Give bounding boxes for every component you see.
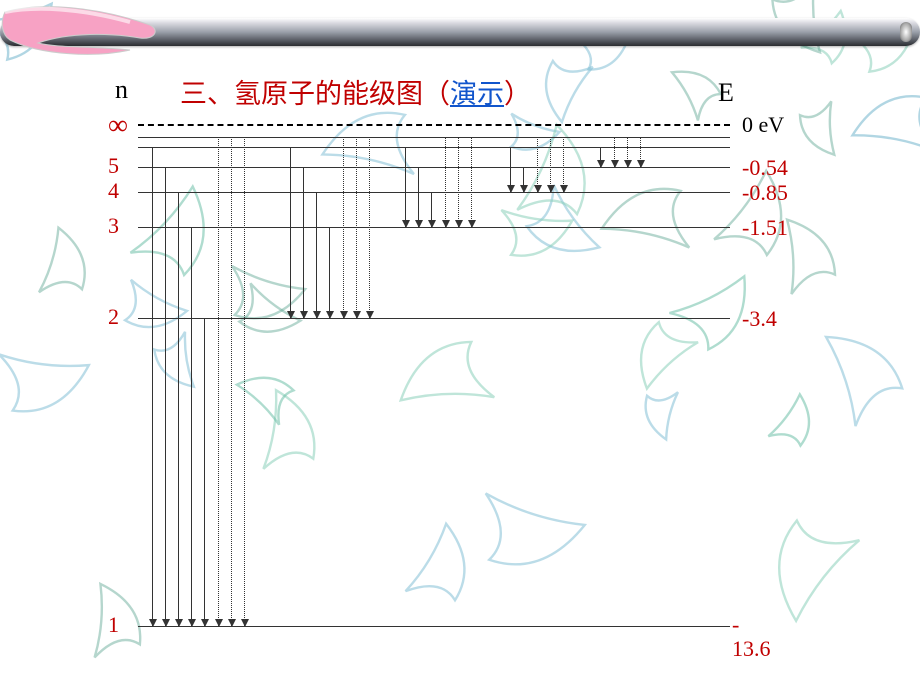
- level-n-1: 1: [108, 612, 119, 638]
- level-e-∞: 0 eV: [742, 112, 784, 138]
- level-line-4: [138, 192, 730, 193]
- ribbon-decoration: [0, 0, 170, 70]
- level-line-1: [138, 626, 730, 627]
- level-n-∞: ∞: [108, 110, 128, 142]
- level-line-inf: [138, 124, 730, 126]
- transition-arrow: [640, 137, 641, 167]
- transition-arrow: [290, 147, 291, 318]
- transition-arrow: [165, 167, 166, 626]
- transition-arrow: [523, 167, 524, 192]
- level-n-3: 3: [108, 213, 119, 239]
- transition-arrow: [369, 137, 370, 318]
- level-e-5: -0.54: [742, 155, 788, 181]
- transition-arrow: [614, 137, 615, 167]
- transition-arrow: [550, 137, 551, 192]
- transition-arrow: [445, 137, 446, 227]
- transition-arrow: [627, 137, 628, 167]
- level-line-2: [138, 318, 730, 319]
- transition-arrow: [191, 227, 192, 626]
- aux-line-1: [138, 147, 730, 148]
- transition-arrow: [356, 137, 357, 318]
- transition-arrow: [510, 147, 511, 192]
- n-axis-label: n: [115, 75, 128, 105]
- title-prefix: 三、氢原子的能级图（: [180, 79, 450, 109]
- transition-arrow: [471, 137, 472, 227]
- level-n-5: 5: [108, 153, 119, 179]
- e-axis-label: E: [718, 78, 734, 108]
- transition-arrow: [343, 137, 344, 318]
- transition-arrow: [418, 167, 419, 227]
- level-e2-1: 13.6: [732, 636, 771, 662]
- transition-arrow: [231, 137, 232, 626]
- transition-arrow: [218, 137, 219, 626]
- level-e-2: -3.4: [742, 306, 777, 332]
- level-e-1: -: [732, 612, 739, 638]
- transition-arrow: [303, 167, 304, 318]
- demo-link[interactable]: 演示: [450, 79, 504, 109]
- transition-arrow: [178, 192, 179, 626]
- diagram-title: 三、氢原子的能级图（演示）: [180, 72, 531, 111]
- transition-arrow: [600, 147, 601, 167]
- transition-arrow: [204, 318, 205, 626]
- transition-arrow: [316, 192, 317, 318]
- transition-arrow: [152, 147, 153, 626]
- transition-arrow: [431, 192, 432, 227]
- aux-line-0: [138, 137, 730, 138]
- transition-arrow: [563, 137, 564, 192]
- level-e-4: -0.85: [742, 180, 788, 206]
- title-suffix: ）: [504, 79, 531, 109]
- level-n-2: 2: [108, 304, 119, 330]
- level-n-4: 4: [108, 178, 119, 204]
- transition-arrow: [244, 137, 245, 626]
- level-e-3: -1.51: [742, 215, 788, 241]
- transition-arrow: [405, 147, 406, 227]
- transition-arrow: [537, 137, 538, 192]
- transition-arrow: [458, 137, 459, 227]
- transition-arrow: [329, 227, 330, 318]
